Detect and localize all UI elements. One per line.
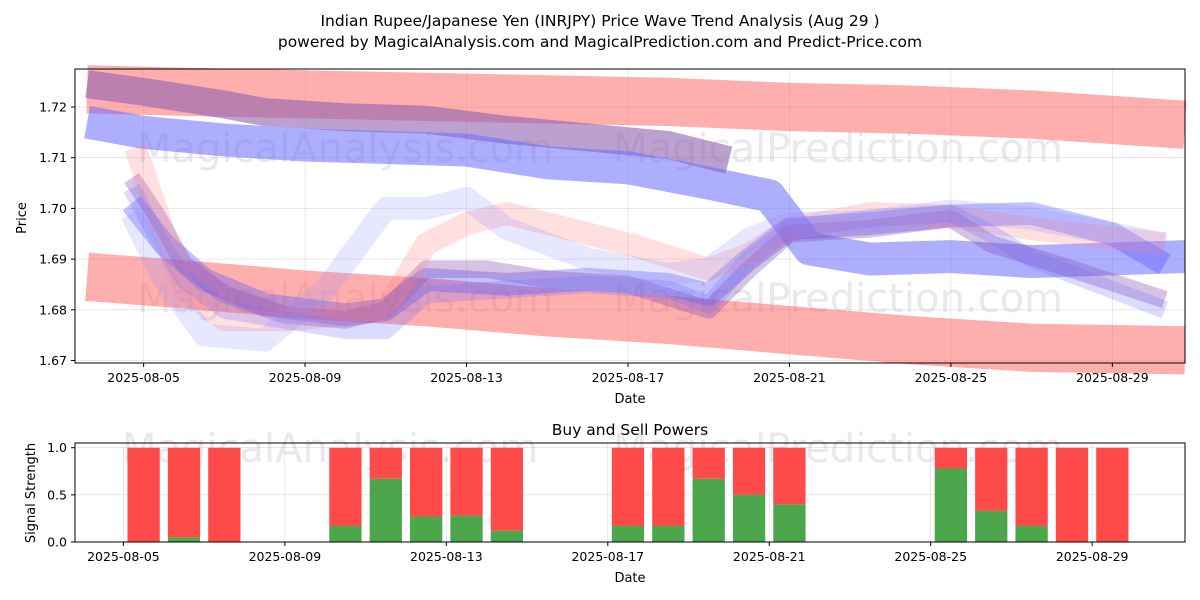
- price-x-tick-label: 2025-08-05: [107, 370, 180, 385]
- sell-bar: [732, 447, 766, 495]
- sell-bar: [773, 447, 806, 505]
- price-series-group: [84, 65, 1187, 375]
- buy-bar: [450, 515, 483, 542]
- sell-bar: [652, 447, 685, 526]
- price-x-tick-label: 2025-08-21: [753, 370, 826, 385]
- buy-bar: [410, 516, 443, 542]
- price-band-pink-wave: [124, 144, 1167, 332]
- buy-bar: [975, 510, 1008, 542]
- price-x-axis-label: Date: [614, 392, 645, 407]
- price-x-tick-label: 2025-08-29: [1076, 370, 1149, 385]
- price-y-tick-label: 1.69: [39, 252, 67, 267]
- signal-y-tick-label: 0.5: [47, 487, 67, 502]
- buy-bar: [692, 478, 725, 542]
- signal-x-tick-label: 2025-08-17: [571, 549, 644, 564]
- buy-bar: [773, 504, 806, 542]
- price-plot-frame: [74, 68, 1186, 364]
- price-band-red-lower-band: [85, 252, 1186, 375]
- sell-bar: [208, 447, 241, 542]
- buy-bar: [611, 525, 645, 542]
- signal-y-tick-label: 1.0: [47, 440, 67, 455]
- price-band-blue-upper-band: [84, 106, 1186, 279]
- sell-bar: [410, 447, 443, 517]
- sell-bar: [611, 447, 645, 526]
- sell-bar: [369, 447, 402, 479]
- price-band-blue-lower-wave: [123, 183, 1168, 339]
- sell-bar: [692, 447, 725, 479]
- signal-x-tick-label: 2025-08-05: [87, 549, 160, 564]
- sell-bar: [167, 447, 201, 538]
- signal-y-ticks: 0.0 0.5 1.0: [47, 440, 75, 550]
- sell-bar: [490, 447, 524, 531]
- price-y-tick-label: 1.71: [39, 150, 67, 165]
- price-band-purple-upper-band: [85, 70, 733, 174]
- signal-x-tick-label: 2025-08-25: [894, 549, 967, 564]
- buy-bar: [167, 537, 201, 542]
- price-y-tick-label: 1.72: [39, 100, 67, 115]
- sell-bar: [1015, 447, 1048, 526]
- buy-bar: [732, 494, 766, 542]
- price-band-blue-main: [122, 196, 1171, 327]
- sell-bar: [127, 447, 160, 542]
- price-wave-chart: MagicalAnalysis.com MagicalPrediction.co…: [15, 65, 1187, 407]
- sell-bar: [975, 447, 1008, 511]
- buy-bar: [652, 525, 685, 542]
- signal-x-ticks: 2025-08-05 2025-08-09 2025-08-13 2025-08-17…: [87, 542, 1129, 564]
- price-x-tick-label: 2025-08-17: [592, 370, 665, 385]
- sell-bar: [450, 447, 483, 516]
- sell-bar: [1055, 447, 1089, 542]
- price-y-axis-label: Price: [15, 202, 30, 234]
- sell-bar: [329, 447, 362, 526]
- price-x-ticks: 2025-08-05 2025-08-09 2025-08-13 2025-08-17…: [107, 363, 1149, 385]
- buy-sell-title: Buy and Sell Powers: [552, 421, 709, 439]
- buy-bar: [490, 530, 524, 542]
- price-x-tick-label: 2025-08-13: [430, 370, 503, 385]
- price-band-purple-mid: [124, 173, 1168, 329]
- sell-bar: [934, 447, 968, 469]
- buy-sell-chart: Buy and Sell Powers MagicalAnalysis.com …: [24, 421, 1186, 586]
- signal-x-tick-label: 2025-08-21: [733, 549, 806, 564]
- signal-y-axis-label: Signal Strength: [24, 443, 39, 543]
- signal-x-tick-label: 2025-08-09: [249, 549, 322, 564]
- price-x-tick-label: 2025-08-09: [269, 370, 342, 385]
- chart-title-line2: powered by MagicalAnalysis.com and Magic…: [278, 33, 922, 51]
- signal-x-tick-label: 2025-08-13: [410, 549, 483, 564]
- buy-bar: [329, 525, 362, 542]
- sell-bar: [1096, 447, 1129, 542]
- signal-y-tick-label: 0.0: [47, 535, 67, 550]
- price-band-red-upper-band: [86, 65, 1187, 149]
- chart-title-line1: Indian Rupee/Japanese Yen (INRJPY) Price…: [320, 12, 879, 30]
- price-x-tick-label: 2025-08-25: [915, 370, 988, 385]
- price-y-tick-label: 1.67: [39, 353, 67, 368]
- buy-bar: [369, 478, 402, 542]
- signal-x-axis-label: Date: [614, 571, 645, 586]
- signal-x-tick-label: 2025-08-29: [1056, 549, 1129, 564]
- price-y-tick-label: 1.70: [39, 201, 67, 216]
- buy-bar: [934, 468, 968, 542]
- price-y-ticks: 1.67 1.68 1.69 1.70 1.71 1.72: [39, 100, 75, 368]
- price-band-light-blue-wave: [121, 186, 1167, 352]
- signal-bars-group: [127, 447, 1129, 542]
- price-y-tick-label: 1.68: [39, 302, 67, 317]
- signal-plot-frame: [74, 442, 1186, 543]
- buy-bar: [1015, 525, 1048, 542]
